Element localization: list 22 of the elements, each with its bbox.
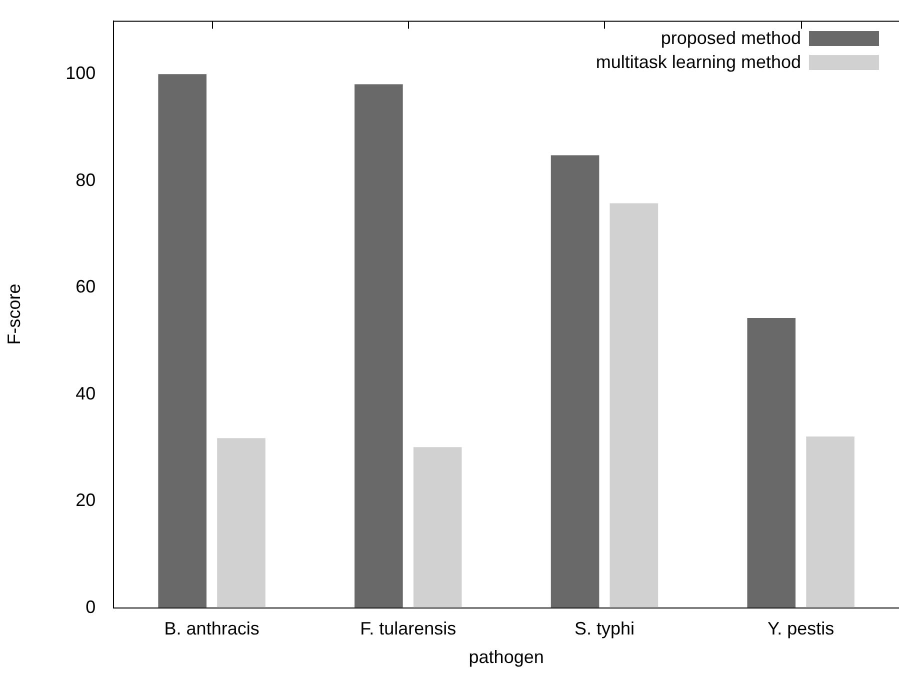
bar <box>550 155 600 608</box>
y-tick-label: 80 <box>76 170 96 190</box>
legend-label: proposed method <box>660 28 801 48</box>
legend-label: multitask learning method <box>596 52 801 72</box>
x-tick-label: S. typhi <box>574 618 635 639</box>
bar <box>806 436 854 608</box>
y-tick-label: 60 <box>76 276 96 297</box>
bar <box>354 84 403 608</box>
bar <box>158 74 206 608</box>
x-axis-title: pathogen <box>468 647 544 668</box>
y-axis-title: F-score <box>4 284 24 345</box>
bar <box>217 438 266 608</box>
x-tick-label: Y. pestis <box>767 618 834 639</box>
y-tick-label: 20 <box>76 490 96 510</box>
bar <box>747 318 796 608</box>
y-tick-label: 0 <box>86 596 96 617</box>
x-tick-label: B. anthracis <box>164 618 260 639</box>
bar <box>413 447 462 608</box>
y-tick-label: 40 <box>76 383 96 404</box>
x-tick-label: F. tularensis <box>360 618 456 639</box>
y-tick-label: 100 <box>66 63 96 84</box>
bar <box>610 203 658 608</box>
